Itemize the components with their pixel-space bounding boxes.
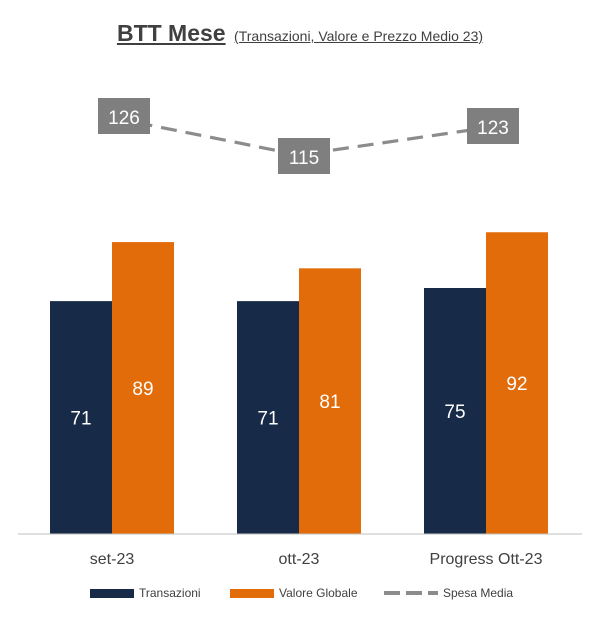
data-label-valore-globale: 81 [319,392,340,413]
data-label-spesa-media: 123 [477,118,509,139]
chart-subtitle: (Transazioni, Valore e Prezzo Medio 23) [234,28,484,44]
legend-label-valore: Valore Globale [279,586,358,600]
legend: Transazioni Valore Globale Spesa Media [0,586,600,608]
legend-line-spesa [384,591,438,595]
legend-item-transazioni: Transazioni [90,586,201,600]
data-label-valore-globale: 89 [132,379,153,400]
data-label-transazioni: 71 [257,409,278,430]
legend-swatch-transazioni [90,588,134,598]
legend-swatch-valore [230,588,274,598]
chart-plot: 71 89 set-23 71 81 ott-23 75 92 Progress Ott-23 1… [18,98,582,568]
legend-item-valore: Valore Globale [230,586,358,600]
bar-transazioni [237,301,299,534]
x-tick-label: set-23 [90,551,135,568]
data-label-box-spesa-media [467,108,519,144]
data-label-box-spesa-media [98,98,150,134]
bar-valore-globale [112,242,174,534]
data-label-box-spesa-media [278,138,330,174]
bar-valore-globale [299,268,361,534]
data-label-spesa-media: 126 [108,108,140,129]
legend-label-spesa: Spesa Media [443,586,514,600]
data-label-valore-globale: 92 [506,374,527,395]
chart-title: BTT Mese [116,20,226,46]
legend-label-transazioni: Transazioni [139,586,201,600]
bar-transazioni [50,301,112,534]
x-tick-label: ott-23 [279,551,320,568]
data-label-transazioni: 75 [444,402,465,423]
legend-item-spesa: Spesa Media [384,586,513,600]
x-tick-label: Progress Ott-23 [430,551,543,568]
bar-valore-globale [486,232,548,535]
chart-title-block: BTT Mese (Transazioni, Valore e Prezzo M… [0,20,600,47]
data-label-spesa-media: 115 [289,148,319,169]
bar-transazioni [424,288,486,534]
data-label-transazioni: 71 [70,409,91,430]
